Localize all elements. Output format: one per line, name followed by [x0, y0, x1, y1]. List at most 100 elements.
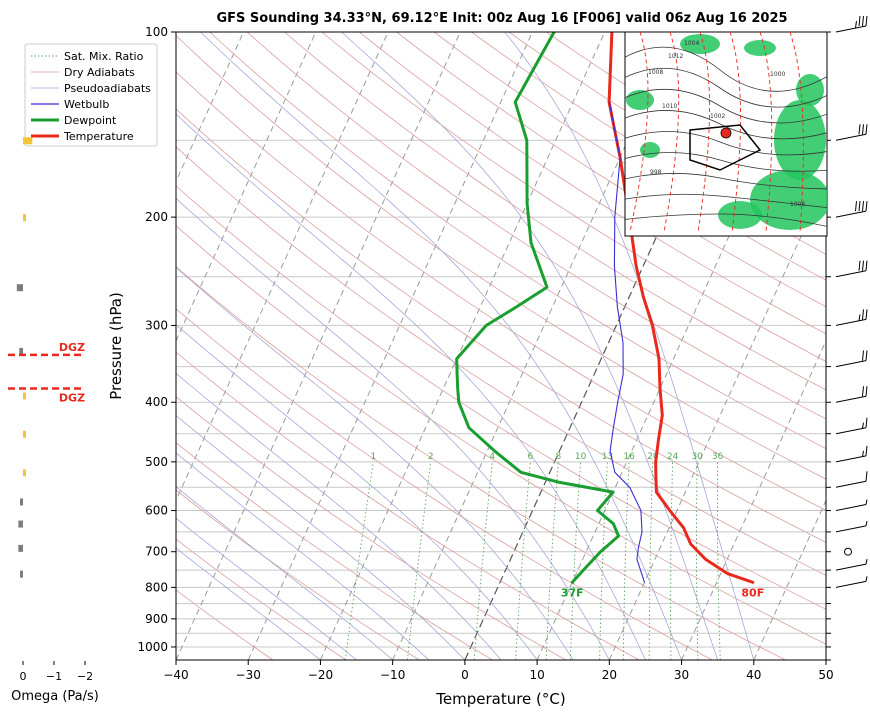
barb-half-flag — [855, 20, 857, 29]
barb-flag — [862, 260, 864, 271]
isotherm-line — [0, 32, 27, 660]
wind-barb — [835, 445, 868, 463]
barb-flag — [865, 124, 868, 135]
mixing-ratio-line — [473, 461, 493, 660]
surface-label-dewpoint: 37F — [561, 586, 584, 599]
omega-tick-label: 0 — [20, 670, 27, 683]
isotherm-line — [608, 180, 826, 660]
mixing-ratio-label: 36 — [712, 452, 724, 462]
wind-barb — [835, 386, 868, 403]
omega-bar — [20, 498, 23, 506]
barb-staff — [835, 318, 867, 326]
barb-staff — [835, 270, 867, 278]
legend-entry: Pseudoadiabats — [64, 82, 151, 95]
wind-barb — [835, 15, 868, 33]
dgz-label: DGZ — [59, 392, 85, 405]
mixing-ratio-label: 30 — [691, 452, 703, 462]
dry-adiabat — [246, 32, 826, 420]
wind-barb — [835, 260, 868, 278]
wind-barb — [835, 124, 868, 141]
mixing-ratio-label: 8 — [556, 452, 562, 462]
isobar-label: 1004 — [684, 40, 699, 47]
calm-circle — [844, 547, 852, 556]
y-tick-label: 600 — [145, 504, 168, 518]
mixing-ratio-label: 6 — [528, 452, 534, 462]
mixing-ratio-label: 10 — [575, 452, 587, 462]
precip-area — [774, 100, 826, 180]
mixing-ratio-line — [716, 461, 721, 660]
pseudoadiabat — [176, 266, 574, 660]
isobar-contour — [625, 213, 827, 227]
isobar-contour — [625, 193, 827, 209]
dry-adiabat — [433, 32, 826, 281]
x-axis-label: Temperature (°C) — [435, 690, 565, 708]
x-tick-label: 40 — [746, 668, 761, 682]
pseudoadiabat — [176, 547, 321, 660]
x-tick-label: 10 — [529, 668, 544, 682]
mixing-ratio-label: 2 — [428, 452, 434, 462]
pseudoadiabat — [176, 486, 393, 660]
dry-adiabat — [209, 32, 826, 450]
omega-bar — [23, 214, 26, 222]
barb-staff — [835, 580, 867, 588]
barb-flag — [865, 417, 868, 428]
dewpoint-line — [455, 32, 620, 584]
legend: Sat. Mix. Ratio Dry Adiabats Pseudoadiabat… — [24, 43, 158, 147]
barb-flag — [865, 350, 868, 361]
mixing-ratio-label: 4 — [489, 452, 495, 462]
barb-flag — [862, 201, 864, 212]
barb-half-flag — [865, 520, 868, 527]
legend-entry: Sat. Mix. Ratio — [64, 50, 144, 63]
pseudoadiabat — [176, 197, 610, 660]
isobar-label: 1002 — [710, 113, 725, 120]
barb-staff — [835, 455, 867, 463]
y-axis-label: Pressure (hPa) — [107, 292, 125, 400]
barb-staff — [835, 427, 867, 435]
plot-frame — [175, 31, 827, 661]
wetbulb-line — [608, 101, 646, 583]
isotherm-line — [753, 499, 826, 660]
x-tick-label: −40 — [163, 668, 188, 682]
omega-tick-label: −1 — [46, 670, 62, 683]
barb-staff — [835, 563, 867, 571]
surface-label-temperature: 80F — [741, 586, 764, 599]
wind-barb — [835, 499, 868, 512]
omega-bar — [23, 469, 26, 477]
barb-flag — [855, 201, 857, 212]
y-tick-label: 800 — [145, 580, 168, 594]
pseudoadiabat — [176, 517, 357, 660]
y-tick-label: 200 — [145, 210, 168, 224]
dry-adiabat — [176, 225, 826, 645]
mixing-ratio-line — [406, 461, 432, 660]
barb-flag — [862, 386, 864, 397]
precip-area — [680, 34, 720, 54]
pseudoadiabat — [176, 415, 466, 660]
y-tick-label: 900 — [145, 612, 168, 626]
isobar-label: 998 — [650, 169, 662, 176]
dry-adiabat — [321, 32, 826, 362]
dry-adiabat — [176, 351, 640, 660]
x-tick-label: 50 — [818, 668, 833, 682]
dgz-label: DGZ — [59, 341, 85, 354]
barb-staff — [835, 25, 867, 33]
isotherm-line — [464, 32, 750, 660]
isobar-contour — [625, 46, 827, 92]
mixing-ratio-line — [648, 461, 654, 660]
omega-panel: 0 −1 −2 Omega (Pa/s) DGZ DGZ — [8, 137, 99, 704]
barb-flag — [865, 260, 868, 271]
omega-bar — [19, 347, 23, 355]
dry-adiabat — [359, 32, 826, 335]
dry-adiabat — [176, 146, 826, 576]
isotherm-line — [176, 32, 317, 343]
x-tick-label: 30 — [674, 668, 689, 682]
x-tick-label: −30 — [236, 668, 261, 682]
omega-axis-label: Omega (Pa/s) — [11, 689, 99, 704]
precip-area — [640, 142, 660, 158]
dry-adiabat — [176, 442, 493, 660]
isobar-contour — [625, 110, 827, 140]
chart-title: GFS Sounding 34.33°N, 69.12°E Init: 00z … — [216, 11, 787, 26]
isobar-label: 1000 — [770, 71, 785, 78]
dry-adiabat — [176, 71, 826, 511]
barb-flag — [862, 309, 864, 320]
inset-map: 1004 1008 1012 1000 998 1002 1006 1010 — [624, 31, 828, 237]
